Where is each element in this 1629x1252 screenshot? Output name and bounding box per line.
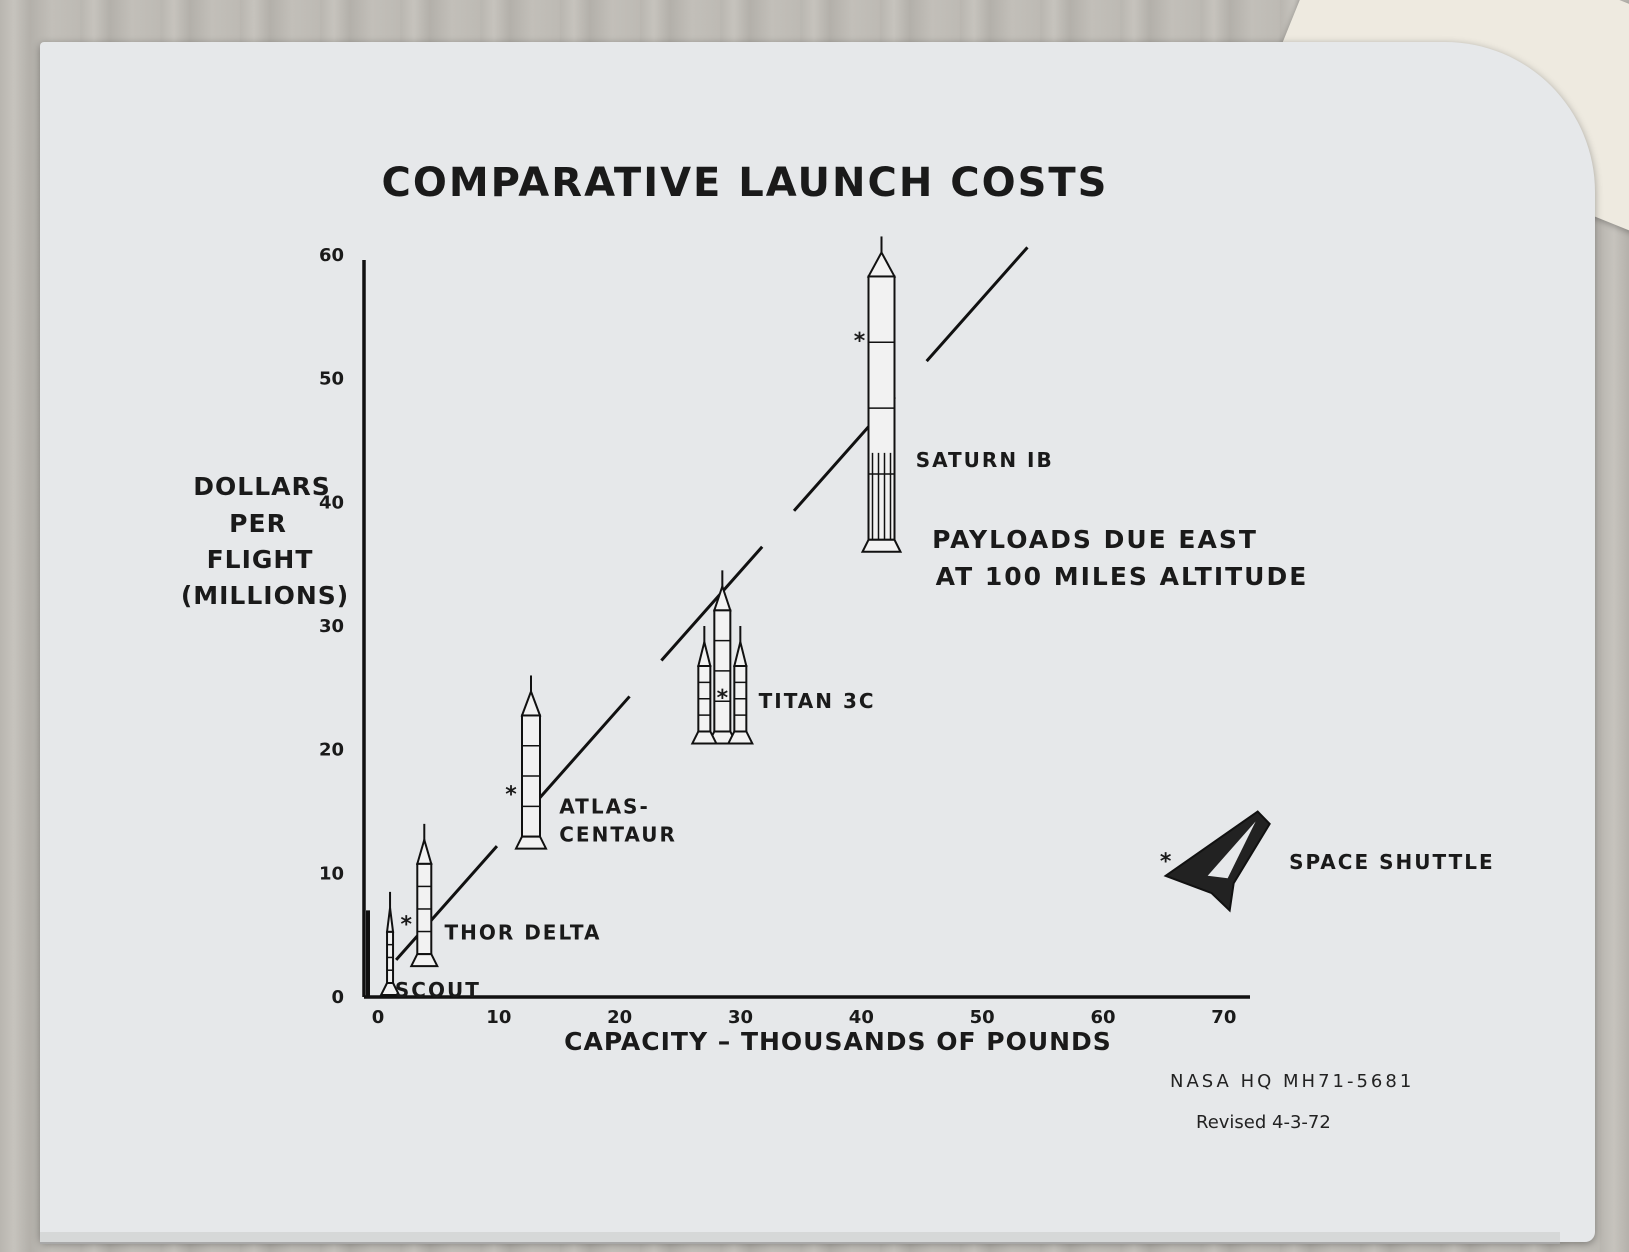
revision-date: Revised 4-3-72 [1196, 1112, 1331, 1133]
x-tick-label-20: 20 [607, 1007, 632, 1028]
rocket-nose [520, 688, 542, 717]
chart-title: COMPARATIVE LAUNCH COSTS [382, 160, 1109, 206]
x-tick-label-40: 40 [849, 1007, 874, 1028]
x-tick-label-50: 50 [970, 1007, 995, 1028]
y-tick-label-60: 60 [319, 245, 344, 266]
y-axis-title-line-3: FLIGHT [207, 545, 314, 574]
rocket-fins [726, 730, 754, 745]
chart-page [40, 42, 1595, 1242]
rocket-fins [409, 953, 439, 968]
y-axis-title-line-4: (MILLIONS) [181, 581, 349, 610]
rocket-nose [697, 641, 712, 667]
rocket-nose [733, 641, 748, 667]
vehicle-label: THOR DELTA [444, 920, 601, 944]
page-bottom-edge [40, 1232, 1560, 1244]
vehicle-titan-3c: * TITAN 3C [690, 570, 876, 745]
vehicle-scout: SCOUT [366, 891, 481, 1002]
y-tick-label-50: 50 [319, 369, 344, 390]
rocket-fins [379, 982, 401, 996]
payload-note-line-2: AT 100 MILES ALTITUDE [936, 562, 1309, 591]
y-tick-label-10: 10 [319, 863, 344, 884]
y-axis-title-line-1: DOLLARS [193, 472, 330, 501]
x-tick-label-60: 60 [1090, 1007, 1115, 1028]
x-tick-label-30: 30 [728, 1007, 753, 1028]
vehicle-label: TITAN 3C [759, 689, 876, 713]
cost-marker-star: * [1160, 849, 1172, 874]
cost-marker-star: * [717, 686, 729, 711]
vehicle-label: ATLAS- [559, 794, 650, 818]
x-tick-label-10: 10 [486, 1007, 511, 1028]
vehicle-label: SCOUT [395, 978, 481, 1002]
y-tick-label-20: 20 [319, 740, 344, 761]
cost-marker-star: * [505, 783, 517, 808]
vehicle-thor-delta: * THOR DELTA [401, 823, 601, 968]
rocket-nose [415, 836, 433, 865]
y-tick-label-40: 40 [319, 492, 344, 513]
shuttle-highlight [1207, 821, 1256, 879]
rocket-nose [866, 250, 897, 278]
cost-marker-star: * [401, 912, 413, 937]
vehicle-label: SPACE SHUTTLE [1289, 850, 1495, 874]
rocket-fins [514, 835, 548, 850]
y-tick-label-30: 30 [319, 616, 344, 637]
rocket-fins [860, 538, 903, 553]
y-tick-label-0: 0 [331, 987, 344, 1008]
vehicle-atlas-centaur: * ATLAS- CENTAUR [505, 675, 677, 850]
x-axis-title: CAPACITY – THOUSANDS OF POUNDS [564, 1027, 1112, 1056]
vehicle-label: SATURN IB [916, 448, 1054, 472]
document-code: NASA HQ MH71-5681 [1170, 1071, 1414, 1092]
rocket-nose [385, 907, 395, 933]
shuttle-shape [1163, 810, 1271, 913]
x-tick-label-0: 0 [372, 1007, 385, 1028]
payload-note-line-1: PAYLOADS DUE EAST [932, 525, 1258, 554]
vehicle-saturn-ib: * SATURN IB [854, 236, 1054, 553]
vehicle-space-shuttle: * SPACE SHUTTLE [1160, 810, 1495, 913]
vehicle-label: CENTAUR [559, 822, 677, 846]
y-axis-title-line-2: PER [229, 509, 287, 538]
rocket-fins [690, 730, 718, 745]
x-tick-label-70: 70 [1211, 1007, 1236, 1028]
cost-marker-star: * [854, 329, 866, 354]
